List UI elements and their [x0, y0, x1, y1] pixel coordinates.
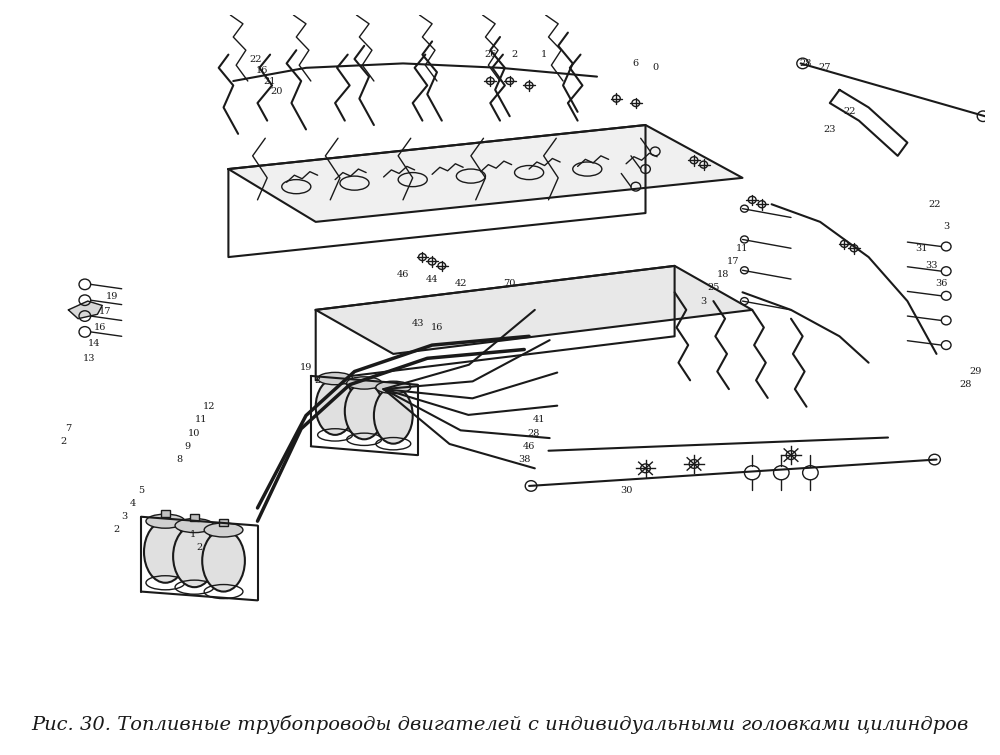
- Text: 30: 30: [620, 486, 632, 495]
- Text: 42: 42: [455, 279, 467, 288]
- Text: 28: 28: [528, 429, 540, 438]
- Text: 33: 33: [925, 261, 938, 270]
- Text: 16: 16: [256, 66, 269, 75]
- Polygon shape: [316, 266, 752, 354]
- Text: 3: 3: [701, 297, 707, 306]
- Text: 6: 6: [633, 59, 639, 68]
- Text: 2: 2: [60, 437, 67, 446]
- Text: 14: 14: [88, 339, 101, 348]
- Text: 2: 2: [315, 376, 321, 385]
- Ellipse shape: [146, 514, 185, 528]
- Text: 28: 28: [959, 381, 972, 390]
- Ellipse shape: [318, 372, 353, 385]
- Text: 2: 2: [114, 525, 120, 535]
- Ellipse shape: [316, 378, 354, 435]
- Text: 16: 16: [94, 323, 107, 332]
- Text: 28: 28: [799, 59, 812, 68]
- Text: 21: 21: [263, 76, 275, 85]
- Text: 25: 25: [707, 283, 720, 292]
- Text: 22: 22: [249, 54, 262, 63]
- Text: 41: 41: [533, 415, 545, 424]
- Text: 1: 1: [541, 50, 547, 59]
- Text: 10: 10: [188, 429, 201, 438]
- Text: 0: 0: [652, 63, 658, 72]
- Text: 13: 13: [82, 354, 95, 363]
- Text: 17: 17: [727, 257, 739, 266]
- Text: 11: 11: [736, 244, 749, 253]
- Ellipse shape: [202, 530, 245, 592]
- Bar: [219, 519, 228, 525]
- Text: 26: 26: [484, 50, 496, 59]
- Text: 23: 23: [824, 125, 836, 134]
- Text: 16: 16: [431, 323, 443, 332]
- Text: 43: 43: [411, 319, 424, 328]
- Text: 2: 2: [196, 543, 202, 552]
- Text: Рис. 30. Топливные трубопроводы двигателей с индивидуальными головками цилиндров: Рис. 30. Топливные трубопроводы двигател…: [31, 715, 969, 735]
- Text: 18: 18: [717, 270, 729, 279]
- Text: 2: 2: [511, 50, 518, 59]
- Text: 3: 3: [943, 222, 949, 231]
- Text: 36: 36: [935, 279, 948, 288]
- Ellipse shape: [345, 383, 384, 439]
- Text: 27: 27: [819, 63, 831, 72]
- Polygon shape: [68, 301, 102, 319]
- Text: 38: 38: [518, 455, 530, 464]
- Ellipse shape: [376, 381, 411, 393]
- Text: 19: 19: [106, 292, 118, 301]
- Text: 9: 9: [185, 442, 191, 451]
- Text: 22: 22: [843, 107, 855, 116]
- Ellipse shape: [173, 525, 216, 587]
- Text: 1: 1: [189, 530, 196, 539]
- Ellipse shape: [347, 377, 382, 389]
- Ellipse shape: [204, 523, 243, 537]
- Text: 22: 22: [928, 200, 941, 208]
- Ellipse shape: [144, 521, 187, 583]
- Text: 11: 11: [195, 415, 207, 424]
- Text: 19: 19: [300, 362, 312, 371]
- Text: 5: 5: [138, 486, 144, 495]
- Text: 31: 31: [916, 244, 928, 253]
- Text: 46: 46: [523, 442, 535, 451]
- Bar: [190, 514, 199, 521]
- Text: 17: 17: [99, 307, 111, 316]
- Text: 3: 3: [121, 512, 128, 521]
- Bar: [160, 510, 170, 516]
- Text: 12: 12: [203, 402, 215, 411]
- Ellipse shape: [175, 519, 214, 532]
- Text: 29: 29: [969, 367, 981, 376]
- Ellipse shape: [374, 387, 413, 444]
- Text: 70: 70: [504, 279, 516, 288]
- Text: 20: 20: [271, 87, 283, 96]
- Text: 8: 8: [177, 455, 183, 464]
- Text: 7: 7: [65, 424, 71, 433]
- Polygon shape: [228, 125, 742, 222]
- Text: 46: 46: [397, 270, 409, 279]
- Text: 4: 4: [130, 499, 136, 508]
- Text: 44: 44: [426, 275, 438, 284]
